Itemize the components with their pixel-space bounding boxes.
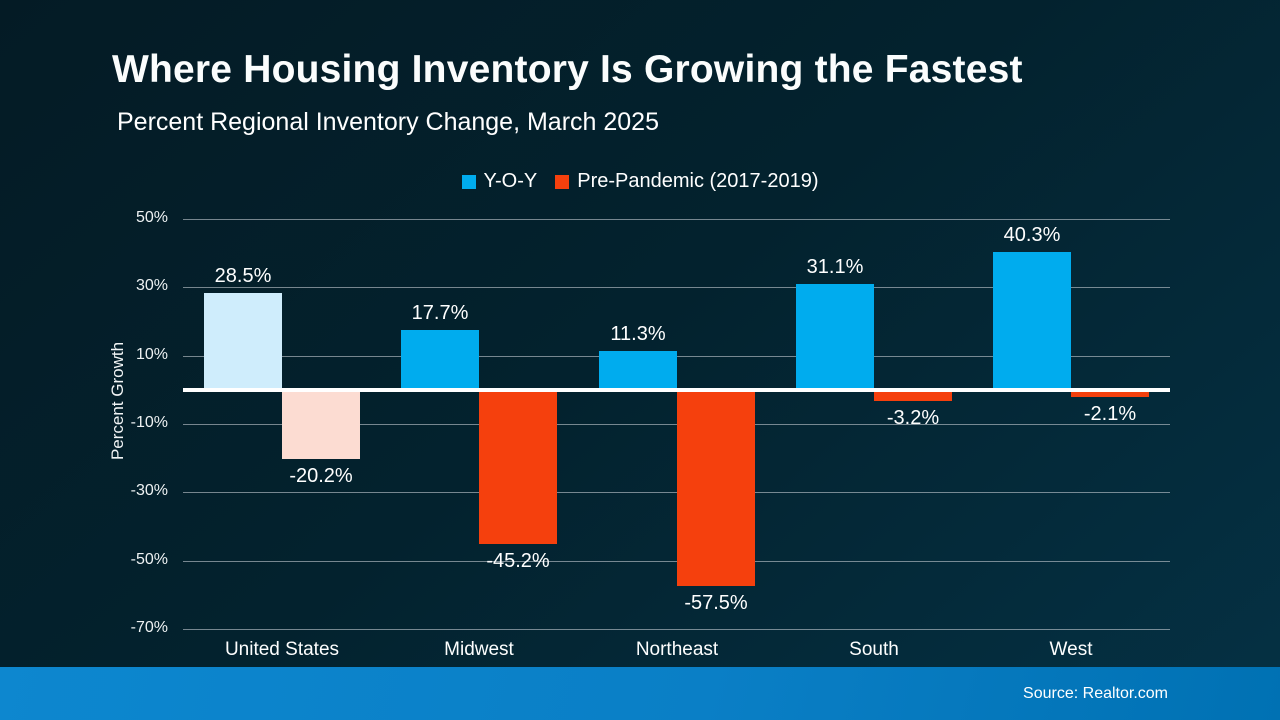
x-axis-label-northeast: Northeast	[635, 639, 719, 660]
y-axis-tick-label: -10%	[130, 414, 168, 431]
y-axis-tick-label: -70%	[130, 619, 168, 636]
bar-yoy-south	[796, 284, 874, 390]
x-axis-label-united-states: United States	[224, 639, 340, 660]
x-axis-label-midwest: Midwest	[444, 639, 514, 660]
prepandemic-swatch-icon	[555, 174, 570, 189]
bar-prepandemic-midwest	[479, 390, 557, 544]
legend-label-prepandemic: Pre-Pandemic (2017-2019)	[577, 170, 819, 192]
legend-label-yoy: Y-O-Y	[483, 170, 538, 192]
zero-axis-line	[183, 388, 1170, 392]
bar-prepandemic-united-states	[282, 390, 360, 459]
bar-yoy-united-states	[204, 293, 282, 390]
legend-item-yoy: Y-O-Y	[461, 170, 538, 193]
y-axis-tick-label: -30%	[130, 482, 168, 499]
page-title: Where Housing Inventory Is Growing the F…	[112, 48, 1023, 91]
source-credit: Source: Realtor.com	[1023, 684, 1168, 702]
data-label: 40.3%	[1003, 224, 1061, 246]
data-label: -2.1%	[1083, 403, 1137, 425]
data-label: -3.2%	[886, 407, 940, 429]
bar-yoy-west	[993, 252, 1071, 390]
data-label: 28.5%	[214, 265, 272, 287]
data-label: -20.2%	[289, 465, 353, 487]
footer-bar: Source: Realtor.com	[0, 667, 1280, 720]
gridline	[183, 492, 1170, 493]
gridline	[183, 424, 1170, 425]
data-label: 17.7%	[411, 302, 469, 324]
data-label: -45.2%	[486, 550, 550, 572]
x-axis-label-south: South	[849, 639, 899, 660]
y-axis-tick-label: 50%	[135, 209, 168, 226]
bar-yoy-midwest	[401, 330, 479, 390]
y-axis-tick-label: 30%	[135, 277, 168, 294]
data-label: -57.5%	[684, 592, 748, 614]
gridline	[183, 629, 1170, 630]
legend: Y-O-Y Pre-Pandemic (2017-2019)	[0, 170, 1280, 193]
x-axis-label-west: West	[1049, 639, 1093, 660]
data-label: 31.1%	[806, 256, 864, 278]
data-label: 11.3%	[610, 323, 666, 345]
bar-yoy-northeast	[599, 351, 677, 390]
bar-prepandemic-south	[874, 390, 952, 401]
legend-item-prepandemic: Pre-Pandemic (2017-2019)	[555, 170, 818, 193]
gridline	[183, 561, 1170, 562]
y-axis-tick-label: 10%	[135, 346, 168, 363]
bar-prepandemic-northeast	[677, 390, 755, 586]
bar-prepandemic-west	[1071, 390, 1149, 397]
gridline	[183, 219, 1170, 220]
gridline	[183, 287, 1170, 288]
yoy-swatch-icon	[461, 174, 476, 189]
page-subtitle: Percent Regional Inventory Change, March…	[117, 108, 659, 136]
y-axis-tick-label: -50%	[130, 551, 168, 568]
